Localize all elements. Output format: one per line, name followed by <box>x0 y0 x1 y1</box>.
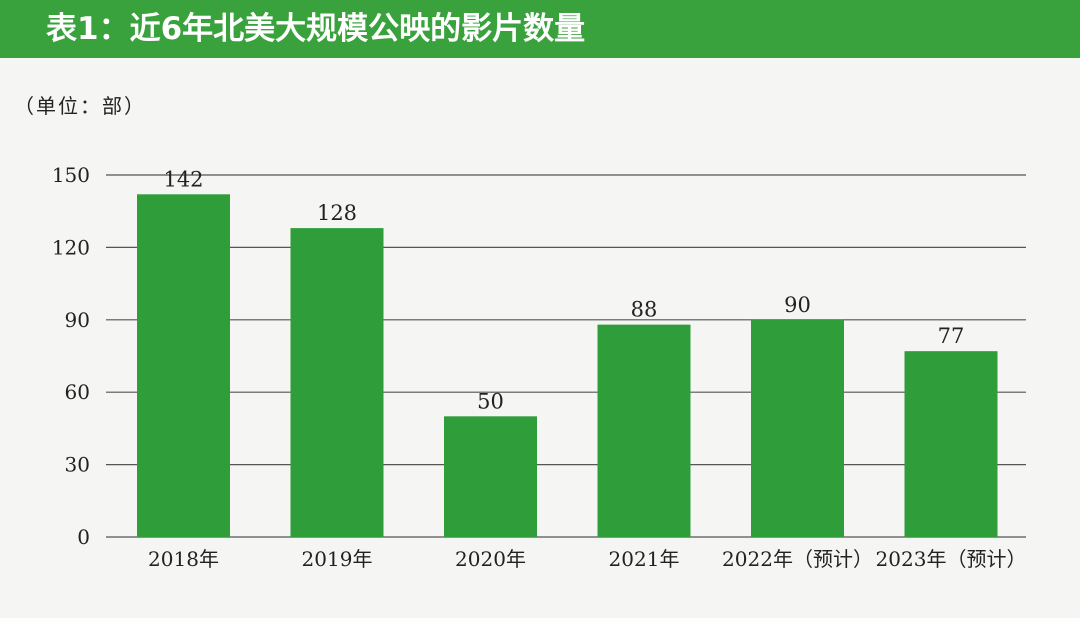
bars <box>137 194 998 538</box>
y-tick-label: 90 <box>65 308 90 332</box>
data-label: 90 <box>784 293 811 317</box>
bar <box>751 319 844 537</box>
category-label: 2020年 <box>455 547 526 571</box>
data-label: 142 <box>163 167 203 191</box>
y-tick-label: 60 <box>65 380 90 404</box>
y-tick-label: 150 <box>52 163 90 187</box>
unit-label: （单位：部） <box>14 94 146 118</box>
category-label: 2022年（预计） <box>722 547 873 571</box>
category-label: 2023年（预计） <box>876 547 1027 571</box>
y-tick-label: 0 <box>77 525 90 549</box>
y-tick-label: 120 <box>52 235 90 259</box>
data-labels: 142 128 50 88 90 77 <box>163 167 964 413</box>
bar <box>597 324 691 537</box>
y-axis-ticks: 0 30 60 90 120 150 <box>52 163 90 549</box>
gridlines <box>106 174 1026 538</box>
bar <box>444 416 537 537</box>
title-bar: 表1：近6年北美大规模公映的影片数量 <box>0 0 1080 58</box>
data-label: 50 <box>477 389 504 413</box>
data-label: 77 <box>938 324 965 348</box>
bar <box>290 228 384 538</box>
x-axis-categories: 2018年 2019年 2020年 2021年 2022年（预计） 2023年（预计） <box>148 547 1026 571</box>
category-label: 2019年 <box>302 547 373 571</box>
data-label: 88 <box>631 298 658 322</box>
y-tick-label: 30 <box>65 453 90 477</box>
category-label: 2018年 <box>148 547 219 571</box>
bar <box>137 194 230 537</box>
data-label: 128 <box>317 201 357 225</box>
category-label: 2021年 <box>609 547 680 571</box>
chart-title: 表1：近6年北美大规模公映的影片数量 <box>46 11 586 47</box>
bar <box>904 351 998 537</box>
